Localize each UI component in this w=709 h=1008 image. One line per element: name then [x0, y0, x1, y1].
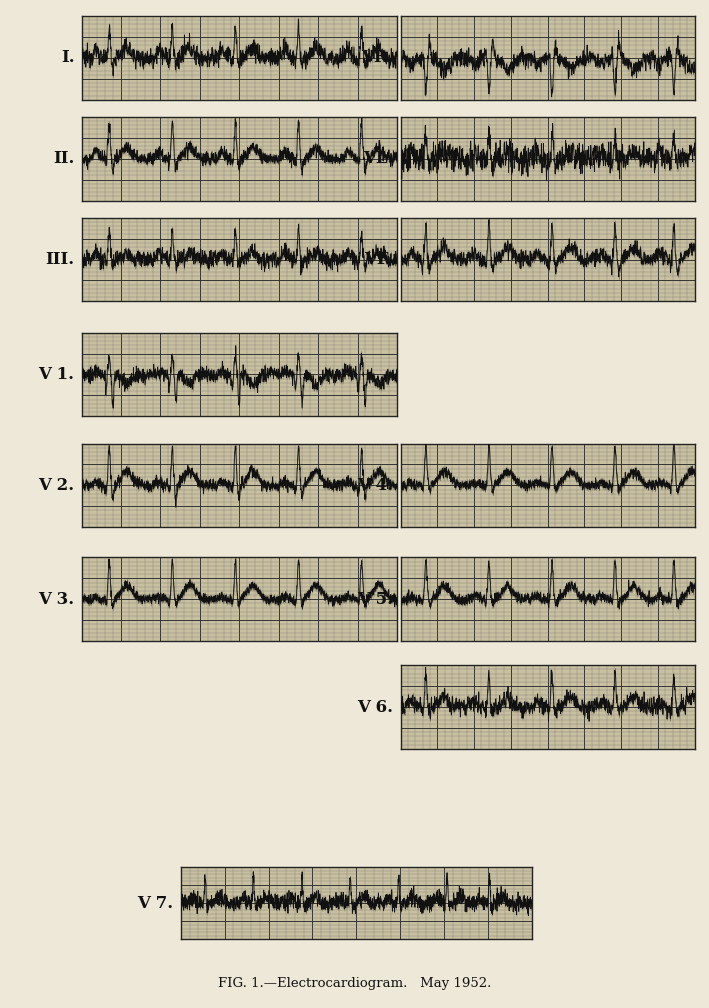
- Text: II.: II.: [53, 150, 74, 167]
- Text: III.: III.: [45, 251, 74, 268]
- Text: V 1.: V 1.: [38, 366, 74, 383]
- Text: V 5.: V 5.: [357, 591, 393, 608]
- Text: V 2.: V 2.: [38, 477, 74, 494]
- Text: V 3.: V 3.: [38, 591, 74, 608]
- Text: VR.: VR.: [361, 49, 393, 67]
- Text: FIG. 1.—Electrocardiogram.   May 1952.: FIG. 1.—Electrocardiogram. May 1952.: [218, 977, 491, 990]
- Text: I.: I.: [61, 49, 74, 67]
- Text: V 6.: V 6.: [357, 699, 393, 716]
- Text: V 7.: V 7.: [138, 895, 174, 911]
- Text: V 4.: V 4.: [357, 477, 393, 494]
- Text: VF.: VF.: [364, 251, 393, 268]
- Text: VL.: VL.: [363, 150, 393, 167]
